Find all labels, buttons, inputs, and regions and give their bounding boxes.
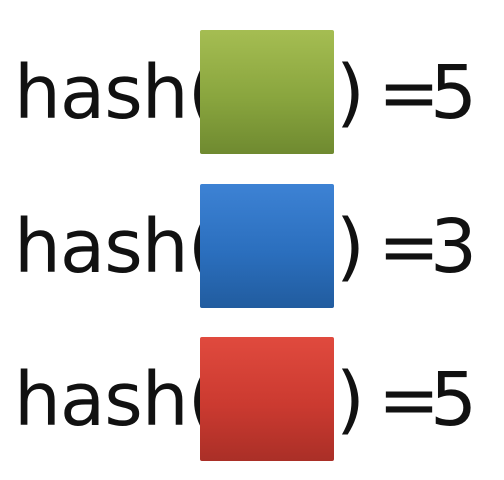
hash-row-green: hash( ) = 5 [0,30,504,160]
closing-paren: ) [336,357,365,443]
hash-function-label: hash( [14,357,217,443]
hash-value: 3 [430,204,477,290]
blue-input-block [200,184,334,308]
hash-function-label: hash( [14,204,217,290]
hash-value: 5 [430,50,477,136]
hash-value: 5 [430,357,477,443]
hash-function-label: hash( [14,50,217,136]
red-input-block [200,337,334,461]
hash-row-blue: hash( ) = 3 [0,184,504,314]
hash-row-red: hash( ) = 5 [0,337,504,467]
equals-sign: = [378,50,440,136]
equals-sign: = [378,357,440,443]
equals-sign: = [378,204,440,290]
closing-paren: ) [336,204,365,290]
green-input-block [200,30,334,154]
closing-paren: ) [336,50,365,136]
